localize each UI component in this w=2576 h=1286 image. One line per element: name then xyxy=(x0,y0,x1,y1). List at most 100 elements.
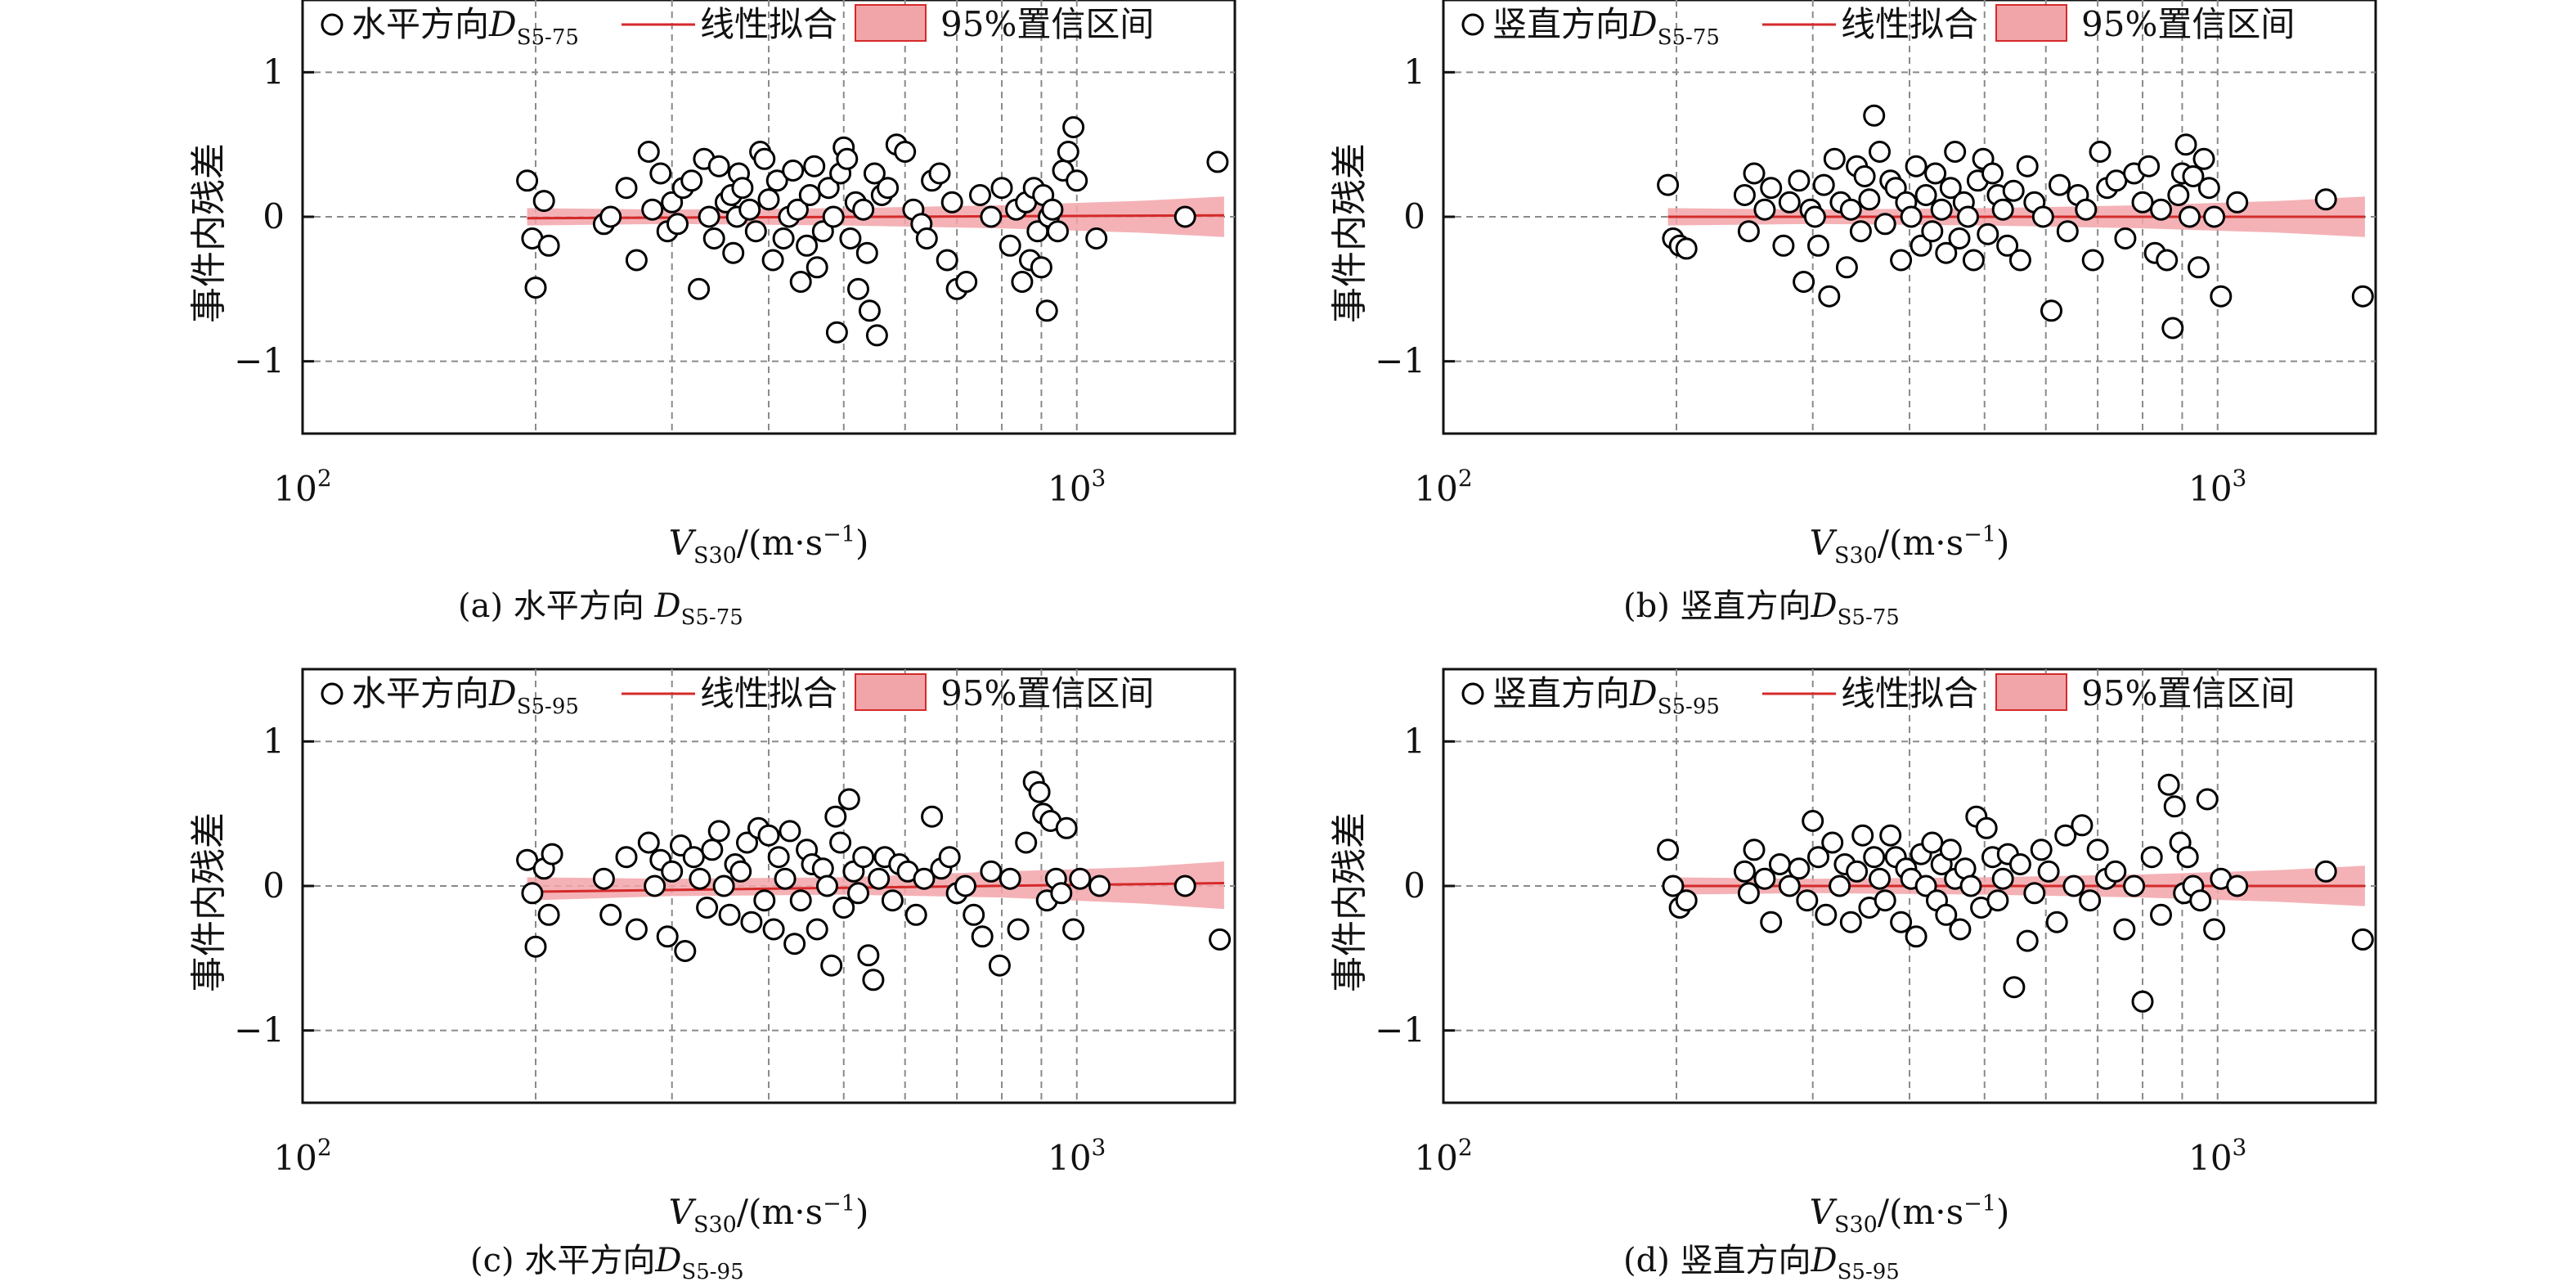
y-tick-label: −1 xyxy=(1375,341,1425,381)
data-point xyxy=(532,190,555,213)
legend-fit-label: 线性拟合 xyxy=(1841,673,1978,713)
y-axis-label: 事件内残差 xyxy=(1329,143,1371,323)
data-point xyxy=(2197,177,2220,200)
data-point xyxy=(1050,882,1073,905)
data-point xyxy=(661,860,684,883)
data-point xyxy=(1986,889,2009,912)
data-point xyxy=(736,831,758,854)
data-point xyxy=(1062,918,1085,941)
data-point xyxy=(625,918,648,941)
x-tick-label: 102 xyxy=(1414,465,1472,509)
data-point xyxy=(881,889,904,912)
data-point xyxy=(1815,903,1838,926)
data-point xyxy=(836,147,859,170)
data-point xyxy=(1949,918,1972,941)
data-point xyxy=(988,954,1011,977)
data-point xyxy=(2062,875,2085,897)
data-point xyxy=(625,249,648,272)
data-point xyxy=(2150,198,2172,221)
data-point xyxy=(1905,155,1928,178)
x-tick-label: 102 xyxy=(273,1134,331,1178)
data-point xyxy=(1944,141,1967,163)
data-point xyxy=(863,162,886,185)
y-tick-label: 0 xyxy=(1403,196,1425,236)
legend-ci-swatch-icon xyxy=(855,673,927,711)
data-point xyxy=(1905,925,1928,948)
data-point xyxy=(837,788,860,811)
data-point xyxy=(2161,317,2184,339)
data-point xyxy=(806,918,828,941)
data-point xyxy=(1957,205,1979,228)
data-point xyxy=(2131,191,2154,214)
data-point xyxy=(829,831,852,854)
data-point xyxy=(1996,234,2019,257)
data-point xyxy=(1733,184,1756,206)
data-point xyxy=(1768,853,1791,875)
data-point xyxy=(855,241,878,264)
y-axis-label: 事件内残差 xyxy=(188,812,230,992)
data-point xyxy=(858,299,881,322)
data-point xyxy=(789,271,812,293)
data-point xyxy=(537,234,560,257)
data-point xyxy=(1796,889,1819,912)
y-tick-label: 0 xyxy=(263,196,285,236)
data-point xyxy=(2188,256,2210,279)
data-point xyxy=(1874,889,1896,912)
data-point xyxy=(688,277,711,300)
data-point xyxy=(1948,227,1971,250)
x-tick-label: 103 xyxy=(2188,1134,2246,1178)
data-point xyxy=(2071,814,2094,837)
data-point xyxy=(1743,839,1766,861)
data-point xyxy=(1743,162,1766,185)
legend-fit-label: 线性拟合 xyxy=(700,673,837,713)
data-point xyxy=(1174,205,1196,228)
data-point xyxy=(857,944,880,967)
figure-caption-a: (a) 水平方向 DS5-75 xyxy=(458,587,743,630)
data-point xyxy=(913,867,936,890)
legend-series-label: 竖直方向DS5-95 xyxy=(1492,673,1720,719)
data-point xyxy=(2157,773,2180,796)
data-point xyxy=(2104,860,2127,883)
data-point xyxy=(847,277,869,300)
data-point xyxy=(698,205,720,228)
data-point xyxy=(847,882,869,905)
data-point xyxy=(1209,928,1232,951)
data-point xyxy=(2045,911,2068,933)
data-point xyxy=(541,843,563,866)
data-point xyxy=(786,198,809,221)
data-point xyxy=(1778,191,1801,214)
legend-ci-label: 95%置信区间 xyxy=(940,4,1154,44)
data-point xyxy=(779,820,801,843)
data-point xyxy=(1055,816,1078,839)
data-point xyxy=(1737,220,1760,243)
data-point xyxy=(2086,839,2109,861)
x-axis-label: VS30/(m·s−1) xyxy=(669,522,869,569)
data-point xyxy=(1007,918,1030,941)
legend-ci-swatch-icon xyxy=(1995,4,2067,42)
data-point xyxy=(2192,147,2215,170)
data-point xyxy=(1788,857,1811,880)
data-point xyxy=(2003,976,2026,999)
data-point xyxy=(1821,831,1844,854)
data-point xyxy=(1760,177,1783,200)
data-point xyxy=(757,824,780,847)
data-point xyxy=(825,321,848,344)
legend-ci-swatch-icon xyxy=(1995,673,2067,711)
data-point xyxy=(1772,234,1795,257)
x-axis-label: VS30/(m·s−1) xyxy=(1810,1191,2010,1238)
y-tick-label: 1 xyxy=(1403,721,1425,761)
data-point xyxy=(2138,155,2161,178)
chart-panel-1: 1 0 −1 102 103 VS30/(m·s−1) 事件内残差 水平方向DS5-75 线性拟… xyxy=(188,0,1236,569)
data-point xyxy=(803,155,826,178)
data-point xyxy=(2037,860,2060,883)
data-point xyxy=(1807,846,1829,869)
data-point xyxy=(1066,169,1088,192)
data-point xyxy=(656,925,679,948)
y-tick-label: 0 xyxy=(263,866,285,906)
data-point xyxy=(2351,928,2374,951)
data-point xyxy=(782,160,805,182)
legend-ci-label: 95%置信区间 xyxy=(2081,4,2295,44)
data-point xyxy=(2167,184,2190,206)
data-point xyxy=(661,191,684,214)
data-point xyxy=(2176,846,2199,869)
